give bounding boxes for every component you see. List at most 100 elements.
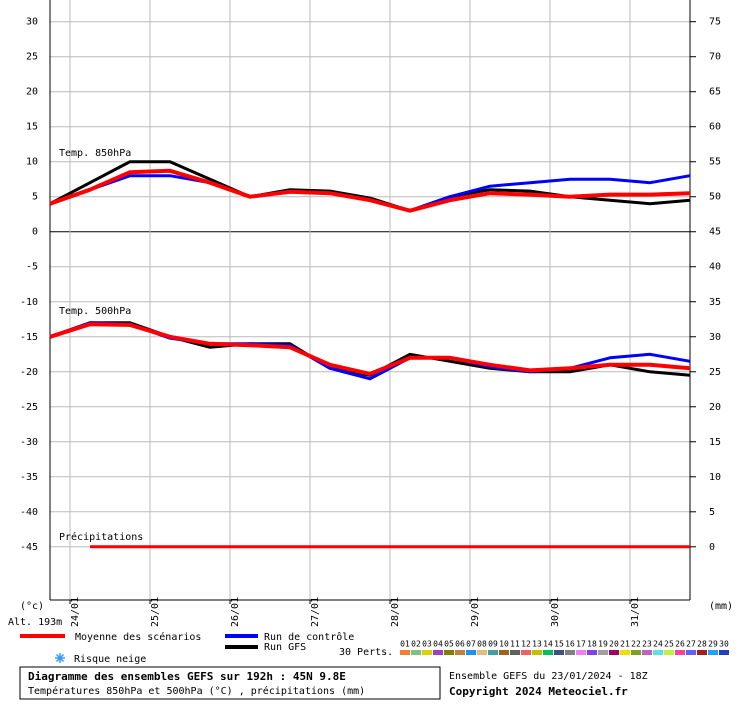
legend-label: 24 [653,640,663,649]
legend-swatch [598,650,608,655]
legend-swatch [510,650,520,655]
y-tick-label: -15 [20,332,38,343]
footer-title: Diagramme des ensembles GEFS sur 192h : … [28,670,346,683]
legend-swatch [697,650,707,655]
snow-icon [55,653,65,663]
legend-swatch [609,650,619,655]
legend-label: 17 [576,640,586,649]
lines [49,160,691,549]
y-tick-label: -45 [20,542,38,553]
legend-label: 08 [477,640,487,649]
x-tick-label: 31/01 [630,597,641,627]
x-tick-label: 26/01 [230,597,241,627]
y-tick-label: 20 [26,87,38,98]
legend-label: 10 [499,640,509,649]
legend-label: 11 [510,640,520,649]
legend-swatch [686,650,696,655]
legend-label: 05 [444,640,454,649]
annotation: Précipitations [59,531,143,543]
legend-swatch [444,650,454,655]
legend-swatch [620,650,630,655]
y-tick-label: 25 [26,52,38,63]
legend-label: 15 [554,640,564,649]
y2-tick-label: 30 [709,332,721,343]
legend-swatch [477,650,487,655]
legend-swatch [422,650,432,655]
legend-label: 07 [466,640,476,649]
series-line [49,322,691,376]
legend-label: 18 [587,640,597,649]
y2-tick-label: 15 [709,437,721,448]
legend: Moyenne des scénarios Run de contrôle Ru… [20,631,729,665]
y-tick-label: 10 [26,157,38,168]
y-tick-label: -35 [20,472,38,483]
x-tick-label: 27/01 [310,597,321,627]
annotation: Temp. 850hPa [59,148,131,159]
legend-swatch [411,650,421,655]
y2-tick-label: 45 [709,227,721,238]
y2-tick-label: 60 [709,122,721,133]
footer-run: Ensemble GEFS du 23/01/2024 - 18Z [449,671,648,682]
legend-label: 20 [609,640,619,649]
legend-label: 26 [675,640,685,649]
legend-label: 02 [411,640,421,649]
legend-swatch [499,650,509,655]
legend-label: 04 [433,640,443,649]
y-tick-label: -10 [20,297,38,308]
legend-swatch [400,650,410,655]
legend-swatch [565,650,575,655]
x-tick-label: 25/01 [150,597,161,627]
y2-axis-label: (mm) [709,601,733,612]
y2-tick-label: 65 [709,87,721,98]
legend-label: 03 [422,640,432,649]
x-tick-label: 30/01 [550,597,561,627]
legend-label: Risque neige [74,654,146,665]
y-tick-label: 30 [26,17,38,28]
y2-tick-label: 70 [709,52,721,63]
legend-swatch [631,650,641,655]
y-axis-label: (°c) [20,601,44,612]
legend-label: 22 [631,640,641,649]
legend-swatch [488,650,498,655]
legend-swatch [653,650,663,655]
legend-label: 27 [686,640,696,649]
legend-swatch [576,650,586,655]
y-tick-label: 5 [32,192,38,203]
legend-label: 25 [664,640,674,649]
legend-swatch [719,650,729,655]
legend-label: 30 Perts. [339,647,393,658]
y2-tick-label: 0 [709,542,715,553]
y-tick-label: -40 [20,507,38,518]
legend-swatch [466,650,476,655]
x-tick-label: 29/01 [470,597,481,627]
legend-label: 14 [543,640,553,649]
legend-swatch [521,650,531,655]
legend-label: 12 [521,640,531,649]
y2-tick-label: 10 [709,472,721,483]
x-tick-label: 24/01 [70,597,81,627]
y2-tick-label: 40 [709,262,721,273]
x-tick-label: 28/01 [390,597,401,627]
legend-swatch [587,650,597,655]
y2-tick-label: 55 [709,157,721,168]
y-tick-label: -25 [20,402,38,413]
y2-tick-label: 20 [709,402,721,413]
y-tick-label: 0 [32,227,38,238]
y-tick-label: 15 [26,122,38,133]
y2-tick-label: 5 [709,507,715,518]
legend-label: 23 [642,640,652,649]
legend-label: 30 [719,640,729,649]
legend-label: 21 [620,640,630,649]
y-tick-label: -5 [26,262,38,273]
footer-box [19,666,441,700]
y2-tick-label: 25 [709,367,721,378]
legend-swatch [708,650,718,655]
legend-swatch [455,650,465,655]
legend-label: 19 [598,640,608,649]
series-line [49,168,691,213]
annotation: Temp. 500hPa [59,306,131,317]
legend-swatch [642,650,652,655]
legend-swatch [664,650,674,655]
